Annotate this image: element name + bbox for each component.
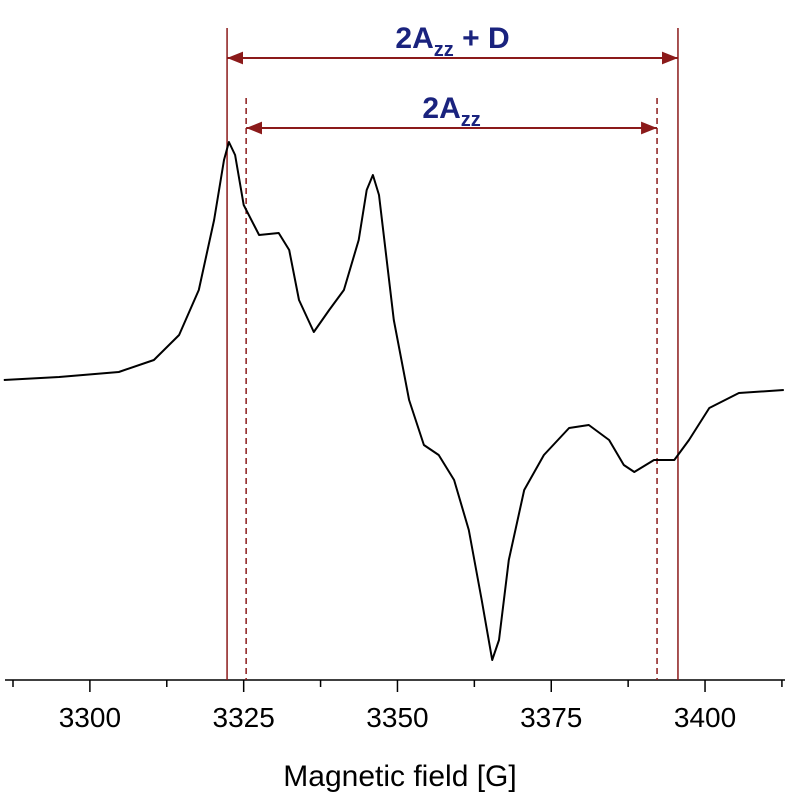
x-tick-label: 3350 — [366, 702, 428, 733]
x-axis-label: Magnetic field [G] — [283, 760, 516, 793]
spectrum-line — [3, 141, 784, 661]
span-label-sub: zz — [461, 109, 481, 131]
span-label-after: + D — [454, 22, 510, 55]
span-label-main: 2A — [395, 22, 433, 55]
span-label: 2Azz — [422, 92, 480, 131]
span-label: 2Azz + D — [395, 22, 509, 61]
x-tick-label: 3325 — [213, 702, 275, 733]
span-label-sub: zz — [434, 39, 454, 61]
span-label-main: 2A — [422, 92, 460, 125]
x-tick-label: 3375 — [520, 702, 582, 733]
x-tick-label: 3400 — [674, 702, 736, 733]
x-tick-label: 3300 — [59, 702, 121, 733]
